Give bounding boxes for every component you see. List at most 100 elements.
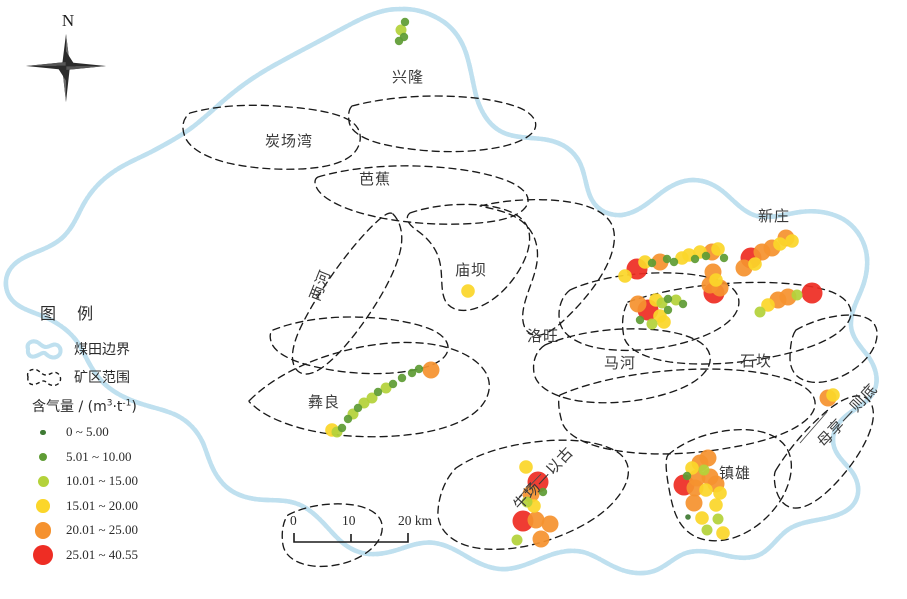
data-point: [709, 273, 723, 287]
data-point: [397, 373, 407, 383]
data-point: [719, 253, 729, 263]
data-point: [337, 423, 347, 433]
data-point: [761, 298, 775, 312]
data-point: [699, 483, 713, 497]
data-point: [701, 251, 711, 261]
mining-area-miaoba: [406, 203, 531, 312]
label-leader-lines: [518, 411, 828, 498]
legend-class-row: 10.01 ~ 15.00: [20, 469, 210, 494]
data-point: [709, 498, 723, 512]
scale-tick-0: 0: [290, 513, 297, 528]
data-point: [663, 294, 673, 304]
data-point: [678, 299, 688, 309]
data-point: [685, 461, 699, 475]
data-point: [713, 486, 727, 500]
data-point: [716, 526, 730, 540]
gas-header-sup2: -1: [122, 398, 132, 409]
mining-area-label: 矿区范围: [74, 370, 130, 386]
mining-area-lianghe: [291, 212, 403, 375]
data-point: [712, 513, 724, 525]
compass-rose-icon: [26, 34, 106, 102]
mining-area-mahe: [558, 272, 740, 352]
data-point: [663, 305, 673, 315]
data-point: [646, 318, 658, 330]
legend-class-row: 15.01 ~ 20.00: [20, 494, 210, 519]
gas-header-sup1: 3: [106, 398, 113, 409]
north-arrow-label: N: [61, 11, 75, 30]
data-point: [422, 361, 440, 379]
coalfield-boundary-label: 煤田边界: [74, 342, 130, 358]
legend-class-label: 0 ~ 5.00: [66, 424, 109, 440]
data-point: [353, 403, 363, 413]
coalfield-boundary-swatch: [20, 337, 66, 361]
data-point: [670, 294, 682, 306]
map-label-shikan: 石坎: [740, 352, 773, 370]
data-point: [669, 257, 679, 267]
data-point: [511, 534, 523, 546]
gas-header-part3: ): [131, 399, 137, 415]
legend-class-label: 20.01 ~ 25.00: [66, 522, 139, 538]
legend-class-dot: [34, 522, 52, 539]
map-label-luowang: 洛旺: [527, 327, 560, 345]
mining-area-shikan: [621, 281, 852, 365]
data-point: [366, 392, 378, 404]
data-point: [685, 494, 703, 512]
data-point: [785, 234, 799, 248]
data-point: [685, 514, 691, 520]
data-point: [400, 17, 410, 27]
north-arrow: N: [18, 11, 114, 118]
data-point: [701, 524, 713, 536]
data-point: [407, 368, 417, 378]
legend-class-label: 5.01 ~ 10.00: [66, 448, 132, 464]
data-point: [380, 382, 392, 394]
coalfield-boundary: [6, 6, 877, 573]
data-point: [699, 449, 717, 467]
data-point: [638, 255, 652, 269]
map-label-xinglong: 兴隆: [392, 68, 425, 86]
legend: 图 例 煤田边界 矿区范围 含气量 / (m3·t-1) 0 ~ 5.00 5.0…: [20, 300, 210, 567]
legend-class-label: 25.01 ~ 40.55: [66, 546, 139, 562]
legend-class-row: 25.01 ~ 40.55: [20, 543, 210, 568]
map-label-tanchangwan: 炭场湾: [265, 132, 314, 150]
map-label-xinzhuang: 新庄: [758, 207, 791, 225]
legend-item-mining-area: 矿区范围: [20, 364, 210, 390]
map-label-yiliang: 彝良: [308, 393, 341, 411]
legend-class-swatch: [20, 544, 66, 565]
gas-header-part2: ·t: [112, 399, 123, 415]
scale-bar-graphic: [293, 533, 409, 543]
data-point: [519, 460, 533, 474]
legend-class-row: 5.01 ~ 10.00: [20, 445, 210, 470]
map-label-mahe: 马河: [604, 354, 637, 372]
data-point: [618, 269, 632, 283]
scale-tick-20: 20 km: [398, 513, 433, 528]
data-point: [388, 379, 398, 389]
data-point: [657, 315, 671, 329]
legend-class-dot: [38, 452, 48, 461]
data-point: [748, 257, 762, 271]
legend-class-row: 20.01 ~ 25.00: [20, 518, 210, 543]
data-point: [394, 36, 404, 46]
data-point: [414, 364, 424, 374]
gas-content-header: 含气量 / (m3·t-1): [32, 396, 210, 416]
data-point: [686, 479, 704, 497]
data-point: [521, 496, 533, 508]
mining-area-southwest: [281, 503, 383, 568]
data-point: [635, 315, 645, 325]
legend-class-list: 0 ~ 5.00 5.01 ~ 10.00 10.01 ~ 15.00 15.01 ~…: [20, 420, 210, 567]
legend-class-swatch: [20, 522, 66, 539]
legend-class-label: 10.01 ~ 15.00: [66, 473, 139, 489]
data-point: [826, 388, 840, 402]
data-point: [647, 258, 657, 268]
mining-area-tanchangwan: [182, 104, 361, 170]
data-point: [695, 511, 709, 525]
mining-area-yiliang: [248, 341, 490, 438]
data-point: [791, 289, 803, 301]
data-point: [773, 237, 787, 251]
map-label-bajiao: 芭蕉: [359, 170, 392, 188]
mining-area-shikan-south: [558, 368, 816, 455]
legend-class-swatch: [20, 475, 66, 487]
data-point: [343, 414, 353, 424]
data-point: [527, 511, 545, 529]
data-point: [395, 24, 407, 36]
